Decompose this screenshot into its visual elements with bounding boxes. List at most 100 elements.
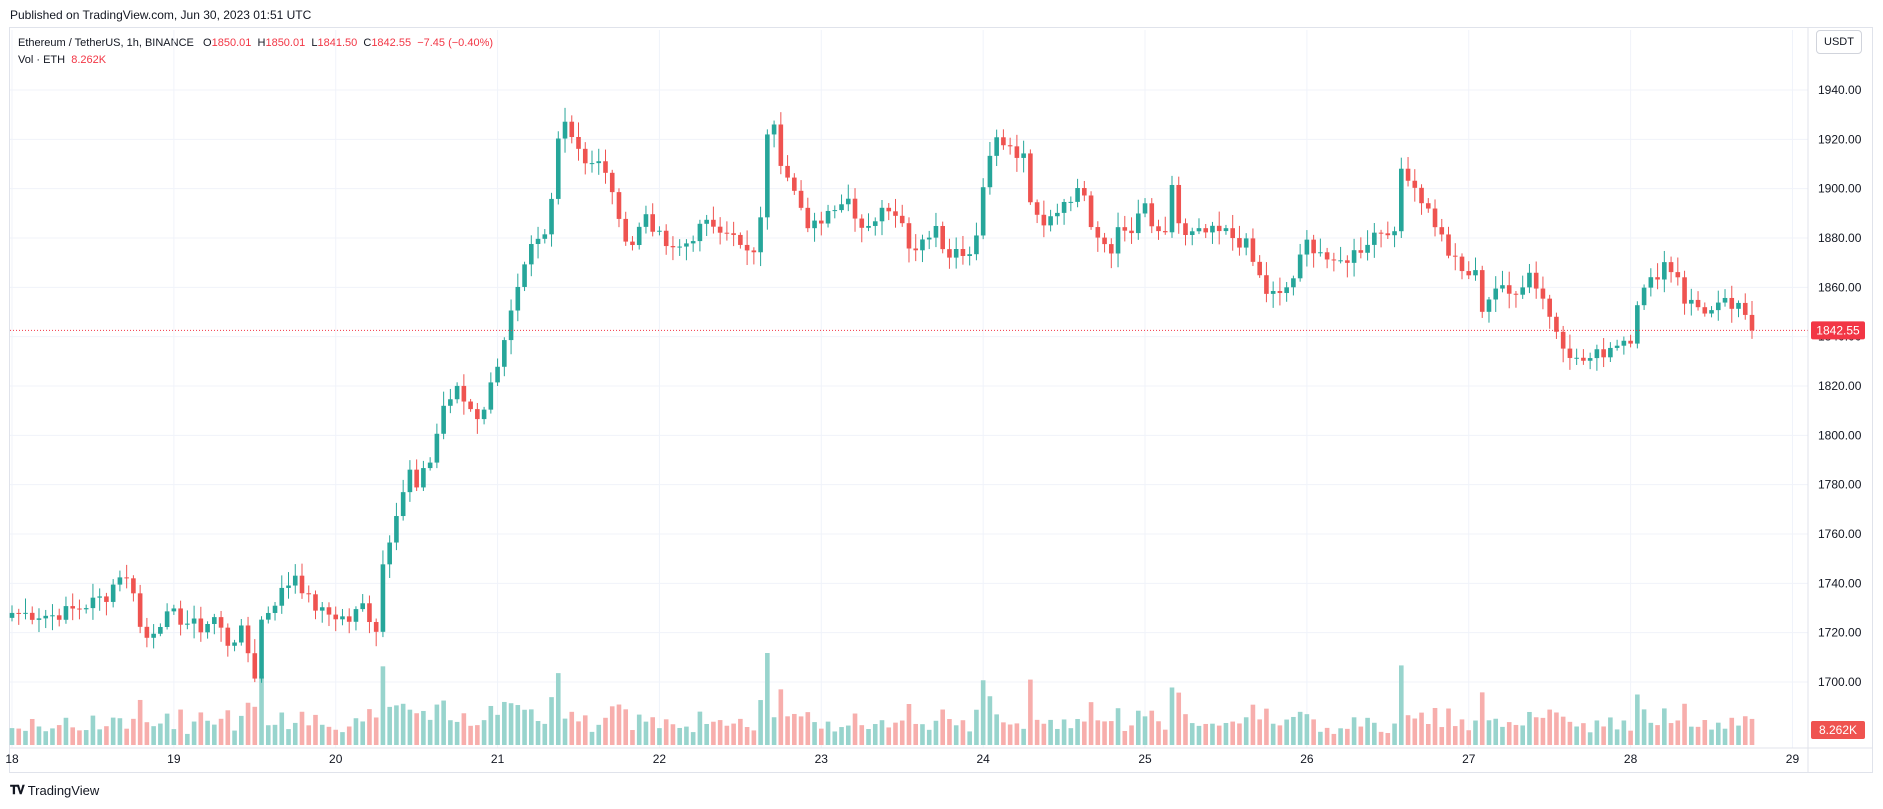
volume-bar — [164, 713, 170, 745]
candle-body — [899, 215, 905, 224]
volume-bars — [9, 653, 1755, 745]
symbol-label[interactable]: Ethereum / TetherUS, 1h, BINANCE — [18, 37, 194, 49]
volume-bar — [670, 724, 676, 745]
volume-bar — [1048, 719, 1053, 745]
volume-bar — [792, 713, 797, 745]
candle-body — [387, 542, 392, 565]
candle-body — [340, 616, 345, 620]
candle-body — [589, 163, 595, 165]
volume-bar — [475, 725, 480, 745]
volume-bar — [56, 725, 62, 745]
volume-bar — [960, 720, 966, 745]
candle-body — [1068, 201, 1074, 203]
brand-footer[interactable]: 𝐓𝐕 TradingView — [10, 783, 99, 798]
volume-bar — [394, 705, 399, 745]
candle-body — [1601, 349, 1606, 358]
volume-bar — [144, 722, 150, 745]
candle-body — [448, 399, 453, 406]
volume-bar — [292, 722, 298, 745]
candle-body — [555, 138, 561, 199]
candle-body — [1378, 232, 1384, 234]
volume-bar — [239, 715, 244, 745]
volume-bar — [212, 724, 217, 745]
candle-body — [1709, 310, 1714, 314]
currency-button[interactable]: USDT — [1816, 30, 1862, 54]
volume-bar — [1149, 710, 1155, 745]
candle-body — [1581, 357, 1586, 361]
volume-bar — [1722, 728, 1728, 745]
candle-body — [1135, 213, 1141, 234]
candle-body — [1230, 228, 1235, 239]
volume-bar — [1668, 723, 1674, 745]
candle-body — [124, 577, 129, 579]
volume-bar — [589, 731, 595, 745]
volume-bar — [663, 719, 669, 745]
volume-label[interactable]: Vol · ETH — [18, 54, 66, 66]
volume-bar — [265, 725, 271, 745]
volume-bar — [1648, 722, 1654, 745]
volume-bar — [1318, 731, 1323, 745]
candle-body — [825, 210, 831, 224]
volume-bar — [171, 729, 177, 745]
volume-bar — [1055, 728, 1060, 745]
candle-body — [1675, 272, 1681, 278]
close-label: C — [363, 37, 372, 49]
candle-body — [1095, 227, 1101, 238]
volume-bar — [596, 724, 602, 745]
candle-body — [1540, 288, 1546, 299]
volume-bar — [1162, 729, 1168, 745]
axis-tags: 1842.55 8.262K — [1811, 321, 1865, 739]
volume-bar — [286, 729, 291, 745]
y-tick-label: 1820.00 — [1818, 379, 1862, 393]
candle-body — [1533, 272, 1539, 289]
candle-body — [1270, 291, 1276, 294]
volume-bar — [630, 730, 635, 745]
candle-body — [738, 234, 743, 245]
candle-body — [933, 225, 939, 238]
volume-bar — [481, 720, 487, 745]
volume-bar — [825, 721, 831, 745]
x-tick-label: 19 — [167, 752, 181, 766]
volume-bar — [488, 705, 494, 745]
open-value: 1850.01 — [211, 37, 252, 49]
volume-bar — [785, 716, 790, 745]
volume-bar — [1405, 715, 1411, 745]
volume-bar — [454, 721, 460, 745]
volume-bar — [1540, 717, 1546, 745]
candle-body — [663, 230, 669, 247]
candle-body — [1203, 228, 1209, 233]
volume-bar — [441, 700, 446, 745]
volume-value: 8.262K — [71, 54, 107, 66]
volume-bar — [1061, 719, 1067, 745]
candle-body — [299, 575, 305, 594]
candle-body — [684, 243, 689, 247]
candle-body — [893, 211, 898, 216]
candle-body — [1715, 302, 1721, 311]
volume-bar — [1270, 723, 1276, 745]
candle-body — [1425, 203, 1431, 209]
volume-bar — [535, 721, 541, 745]
x-tick-label: 18 — [5, 752, 19, 766]
candle-body — [724, 232, 730, 234]
candle-body — [1648, 277, 1654, 288]
candle-body — [434, 433, 440, 463]
volume-bar — [1109, 721, 1114, 745]
candle-body — [110, 584, 116, 602]
volume-bar — [1560, 716, 1566, 745]
candle-body — [1513, 293, 1519, 295]
volume-bar — [1513, 724, 1519, 745]
candle-body — [252, 653, 258, 679]
candle-body — [461, 385, 467, 402]
candle-body — [198, 618, 204, 633]
volume-bar — [1257, 719, 1262, 745]
x-tick-label: 25 — [1138, 752, 1152, 766]
volume-bar — [1452, 726, 1458, 745]
volume-bar — [603, 717, 608, 745]
candle-body — [1284, 287, 1289, 294]
volume-bar — [1176, 692, 1182, 745]
volume-bar — [697, 711, 703, 745]
candle-body — [845, 198, 851, 205]
volume-bar — [717, 720, 723, 745]
candle-body — [56, 615, 62, 620]
